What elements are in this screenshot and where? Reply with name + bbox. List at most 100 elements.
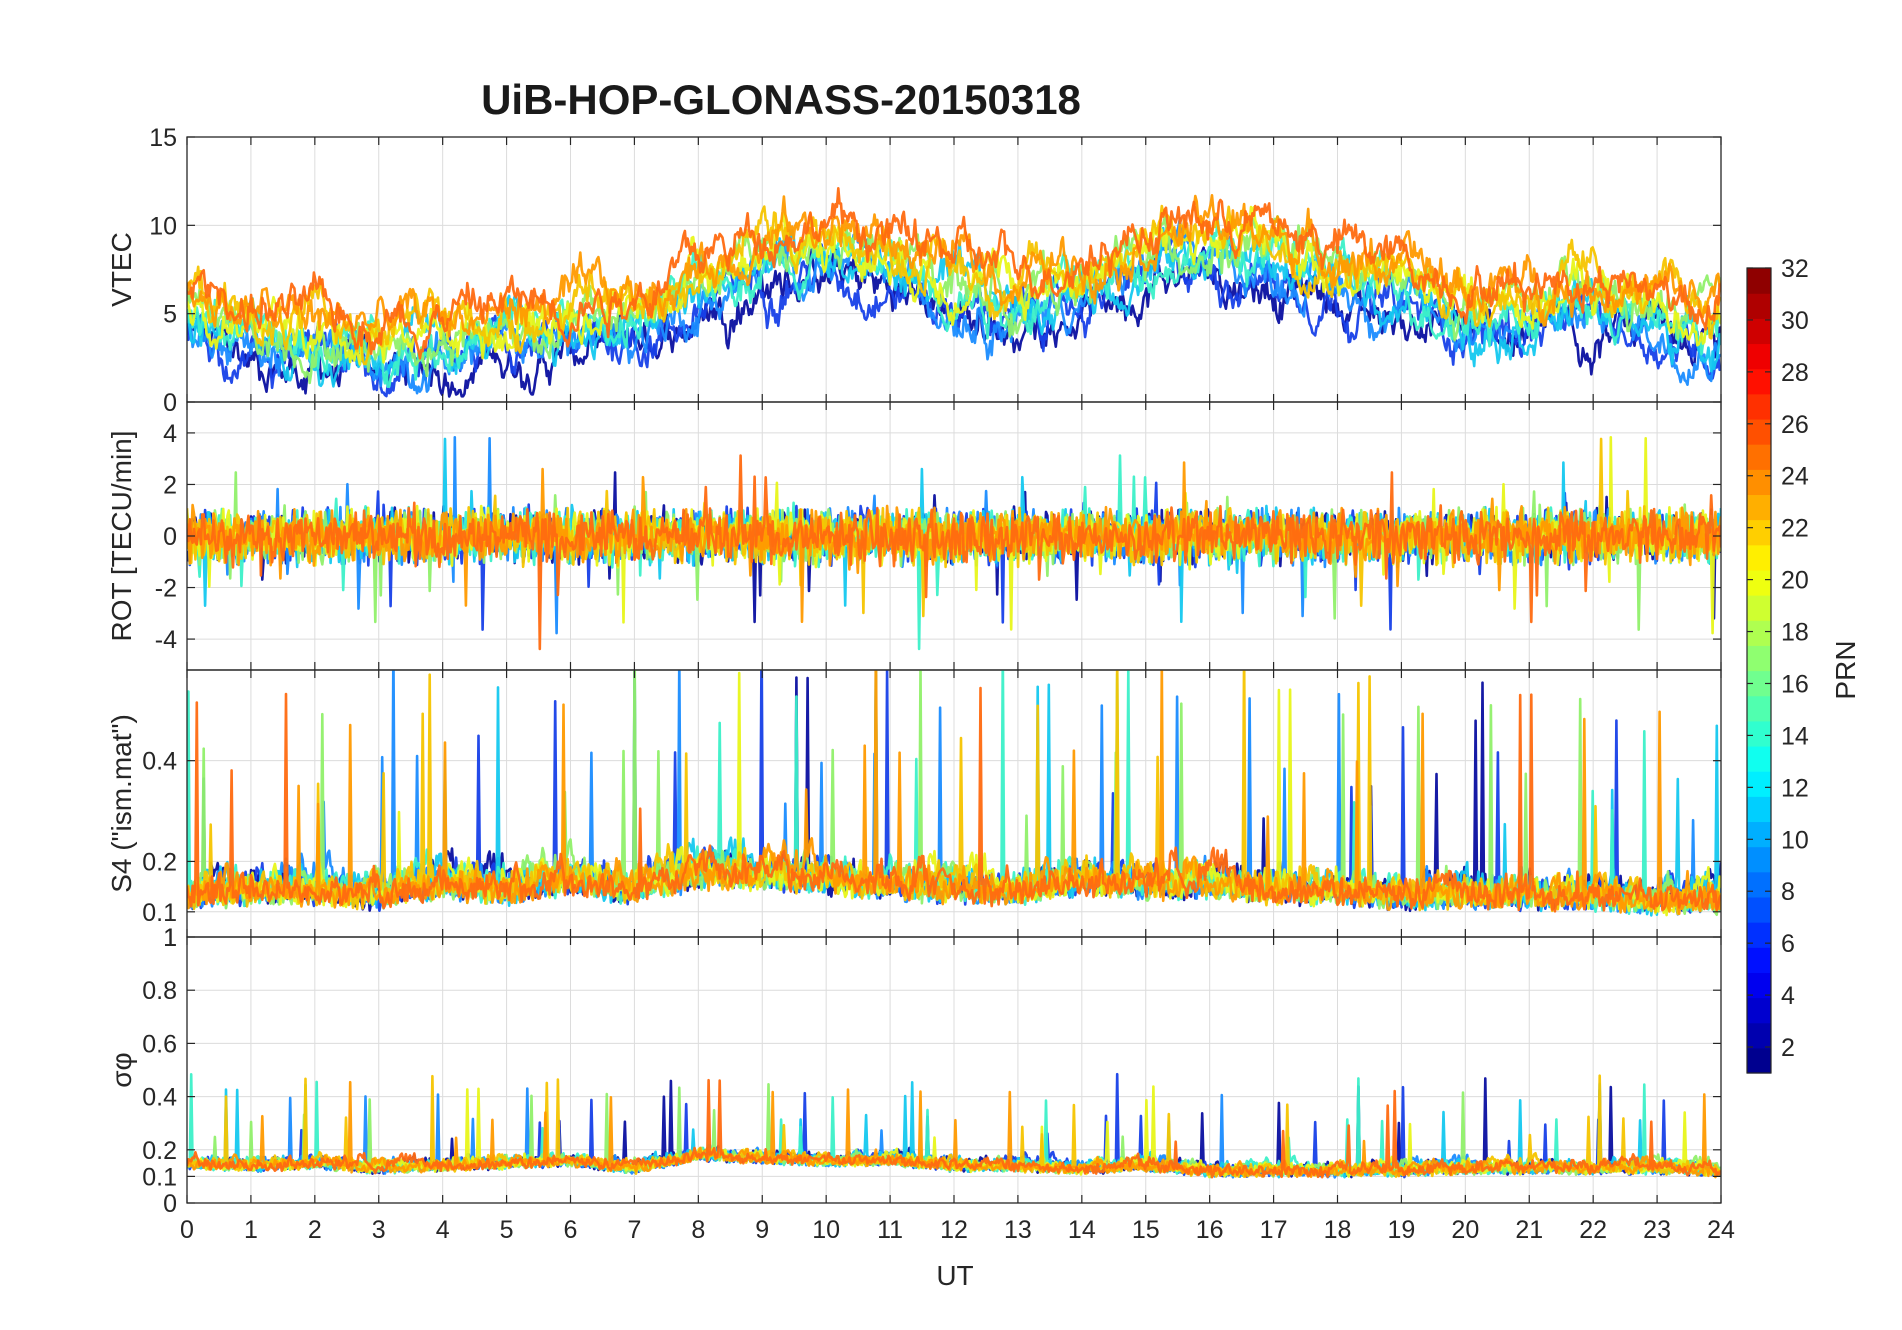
colorbar-segment xyxy=(1747,544,1771,571)
series-prn-24 xyxy=(187,1078,1721,1179)
colorbar-segment xyxy=(1747,972,1771,999)
series-group xyxy=(187,670,1721,917)
x-tick-label: 19 xyxy=(1388,1216,1416,1244)
y-tick-label: 5 xyxy=(163,301,177,329)
x-tick-label: 5 xyxy=(500,1216,514,1244)
series-group xyxy=(187,435,1721,651)
series-prn-24 xyxy=(187,686,1721,913)
y-tick-label: 15 xyxy=(149,124,177,152)
x-tick-label: 16 xyxy=(1196,1216,1224,1244)
series-prn-24 xyxy=(187,187,1721,360)
x-tick-label: 2 xyxy=(308,1216,322,1244)
colorbar-segment xyxy=(1747,368,1771,395)
colorbar-segment xyxy=(1747,1022,1771,1049)
y-tick-label: 4 xyxy=(163,420,177,448)
colorbar-tick-label: 20 xyxy=(1781,567,1809,595)
colorbar-tick-label: 32 xyxy=(1781,255,1809,283)
x-tick-label: 23 xyxy=(1643,1216,1671,1244)
y-tick-label: 0.1 xyxy=(142,1163,177,1191)
x-tick-label: 24 xyxy=(1707,1216,1735,1244)
y-axis-label: S4 ("ism.mat") xyxy=(106,714,137,893)
y-tick-label: 0.2 xyxy=(142,1137,177,1165)
y-tick-label: 0.4 xyxy=(142,1084,177,1112)
colorbar-label: PRN xyxy=(1830,640,1861,699)
colorbar-segment xyxy=(1747,745,1771,772)
x-tick-label: 8 xyxy=(691,1216,705,1244)
colorbar-segment xyxy=(1747,1047,1771,1074)
y-tick-label: 0.8 xyxy=(142,977,177,1005)
colorbar-segment xyxy=(1747,444,1771,470)
x-tick-label: 17 xyxy=(1260,1216,1288,1244)
colorbar-segment xyxy=(1747,821,1771,848)
colorbar-frame xyxy=(1746,267,1772,1074)
colorbar-tick-label: 8 xyxy=(1781,878,1795,906)
colorbar-segment xyxy=(1747,922,1771,948)
panel-3: 0.1 0.2 0.4S4 ("ism.mat") xyxy=(106,669,1722,938)
colorbar-segment xyxy=(1747,871,1771,898)
panel-4: 00.10.2 0.4 0.6 0.8 1 σφ xyxy=(106,924,1722,1218)
x-axis-label: UT xyxy=(936,1260,973,1291)
x-tick-label: 7 xyxy=(627,1216,641,1244)
x-tick-label: 22 xyxy=(1579,1216,1607,1244)
colorbar-segment xyxy=(1747,620,1771,646)
colorbar-segment xyxy=(1747,846,1771,873)
colorbar-tick-label: 2 xyxy=(1781,1034,1795,1062)
y-tick-label: 0.1 xyxy=(142,899,177,927)
series-prn-21 xyxy=(187,437,1721,618)
colorbar-segment xyxy=(1747,896,1771,923)
colorbar-segment xyxy=(1747,343,1771,370)
colorbar-segment xyxy=(1747,519,1771,546)
colorbar-tick-label: 12 xyxy=(1781,774,1809,802)
x-tick-label: 0 xyxy=(180,1216,194,1244)
x-axis: 0 1 2 3 4 5 6 7 8 9 10 11 12 13 14 15 16 17 18 19 20 21 22 23 24 xyxy=(180,1216,1735,1244)
x-tick-label: 14 xyxy=(1068,1216,1096,1244)
x-tick-label: 3 xyxy=(372,1216,386,1244)
x-tick-label: 6 xyxy=(564,1216,578,1244)
colorbar-segment xyxy=(1747,595,1771,621)
y-axis-label: σφ xyxy=(106,1052,137,1087)
colorbar-segment xyxy=(1747,645,1771,672)
y-tick-label: 10 xyxy=(149,212,177,240)
panel-2: -4 -2 0 2 4 ROT [TECU/min] xyxy=(106,401,1722,671)
colorbar-tick-label: 22 xyxy=(1781,515,1809,543)
x-tick-label: 20 xyxy=(1451,1216,1479,1244)
colorbar-segment xyxy=(1747,293,1771,319)
colorbar-segment xyxy=(1747,393,1771,420)
y-axis-label: ROT [TECU/min] xyxy=(106,430,137,641)
x-tick-label: 12 xyxy=(940,1216,968,1244)
x-tick-label: 4 xyxy=(436,1216,450,1244)
x-tick-label: 11 xyxy=(877,1216,903,1244)
colorbar-segment xyxy=(1747,494,1771,521)
colorbar-segment xyxy=(1747,318,1771,345)
y-tick-label: 0 xyxy=(163,389,177,417)
colorbar-segment xyxy=(1747,268,1771,294)
x-tick-label: 13 xyxy=(1004,1216,1032,1244)
series-prn-19 xyxy=(187,1085,1721,1179)
y-axis-label: VTEC xyxy=(106,232,137,307)
y-tick-label: 1 xyxy=(163,924,177,952)
x-tick-label: 15 xyxy=(1132,1216,1160,1244)
colorbar-tick-label: 16 xyxy=(1781,670,1809,698)
colorbar-tick-label: 4 xyxy=(1781,982,1795,1010)
series-group xyxy=(187,1072,1721,1179)
colorbar-segment xyxy=(1747,997,1771,1024)
y-tick-label: 2 xyxy=(163,471,177,499)
colorbar-segment xyxy=(1747,796,1771,823)
colorbar-tick-label: 26 xyxy=(1781,411,1809,439)
y-tick-label: -2 xyxy=(155,575,177,603)
colorbar-tick-label: 6 xyxy=(1781,930,1795,958)
y-tick-label: 0 xyxy=(163,523,177,551)
series-group xyxy=(187,187,1721,398)
y-tick-label: 0.4 xyxy=(142,748,177,776)
colorbar-segment xyxy=(1747,569,1771,596)
y-tick-label: -4 xyxy=(155,626,177,654)
colorbar-tick-label: 24 xyxy=(1781,463,1809,491)
x-tick-label: 1 xyxy=(244,1216,258,1244)
x-tick-label: 10 xyxy=(812,1216,840,1244)
y-tick-label: 0 xyxy=(163,1190,177,1218)
colorbar-tick-label: 28 xyxy=(1781,359,1809,387)
x-tick-label: 9 xyxy=(755,1216,769,1244)
